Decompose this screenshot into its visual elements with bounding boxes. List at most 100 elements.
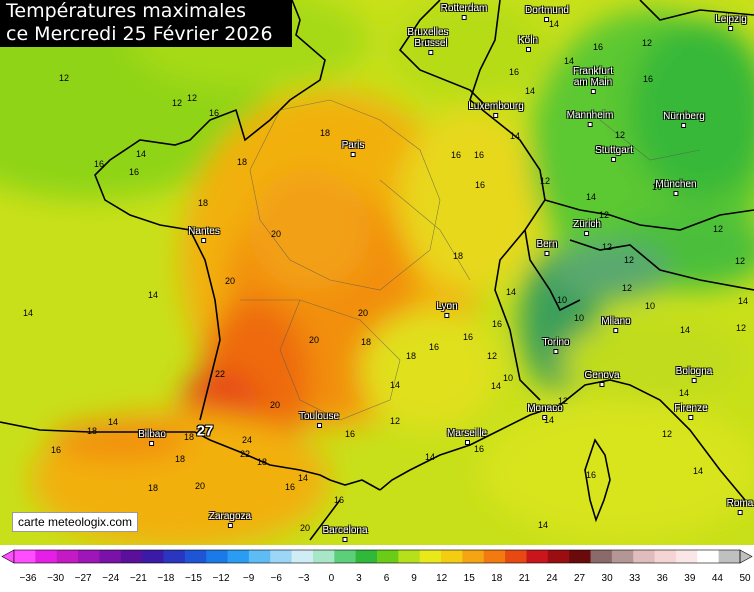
city-label: am Main (574, 77, 612, 94)
temperature-value: 10 (573, 313, 585, 323)
temperature-value: 12 (735, 323, 747, 333)
city-name: Monaco (527, 403, 563, 414)
city-name: Luxembourg (468, 101, 524, 112)
temperature-value: 14 (147, 290, 159, 300)
temperature-value: 14 (679, 325, 691, 335)
scale-swatch (547, 550, 570, 563)
city-dot (464, 440, 470, 445)
temperature-value: 14 (389, 380, 401, 390)
city-dot (350, 152, 356, 157)
city-dot (493, 113, 499, 118)
scale-swatch (248, 550, 271, 563)
city-dot (227, 523, 233, 528)
temperature-value: 12 (186, 93, 198, 103)
temperature-value: 14 (524, 86, 536, 96)
city-label: Roma (727, 498, 753, 515)
temperature-value: 16 (208, 108, 220, 118)
temperature-value: 16 (474, 180, 486, 190)
city-label: Marseille (447, 428, 487, 445)
temperature-value: 14 (135, 149, 147, 159)
city-name: Zaragoza (208, 511, 252, 522)
scale-swatch (398, 550, 421, 563)
scale-tick-label: 15 (463, 573, 475, 584)
temperature-value: 14 (563, 56, 575, 66)
scale-tick-label: 33 (629, 573, 641, 584)
city-label: München (655, 179, 697, 196)
scale-tick-label: −3 (298, 573, 310, 584)
scale-tick-label: 18 (491, 573, 503, 584)
scale-swatch (569, 550, 592, 563)
temperature-value: 18 (319, 128, 331, 138)
city-dot (542, 415, 548, 420)
scale-swatch (99, 550, 122, 563)
temperature-value: 18 (197, 198, 209, 208)
city-name: Bruxelles (407, 27, 449, 38)
city-dot (428, 50, 434, 55)
temperature-value: 22 (214, 369, 226, 379)
city-label: Bruxelles (407, 27, 449, 44)
scale-tick-label: 0 (328, 573, 335, 584)
city-name: Paris (341, 140, 365, 151)
temperature-value: 12 (734, 256, 746, 266)
city-label: Rotterdam (441, 3, 487, 20)
city-dot (525, 47, 531, 52)
city-name: Zürich (573, 219, 601, 230)
city-label: Luxembourg (468, 101, 524, 118)
scale-tick-label: 36 (656, 573, 668, 584)
scale-swatch (291, 550, 314, 563)
temperature-value: 14 (692, 466, 704, 476)
temperature-value: 14 (537, 520, 549, 530)
city-name: Toulouse (298, 411, 340, 422)
city-label: Lyon (436, 301, 458, 318)
city-name: am Main (573, 77, 613, 88)
scale-swatch (675, 550, 698, 563)
temperature-value: 12 (598, 210, 610, 220)
city-label: Mannheim (567, 110, 613, 127)
city-label: Stuttgart (595, 145, 633, 162)
scale-tick-label: 50 (739, 573, 751, 584)
city-label: Firenze (674, 403, 708, 420)
city-name: Brussel (414, 38, 448, 49)
temperature-value: 18 (236, 157, 248, 167)
temperature-value: 16 (642, 74, 654, 84)
scale-tick-label: 9 (411, 573, 417, 584)
city-dot (590, 89, 596, 94)
scale-tick-label: −6 (270, 573, 282, 584)
city-dot (590, 78, 596, 83)
city-label: Frankfurt (573, 66, 613, 83)
city-name: Milano (601, 316, 631, 327)
city-dot (673, 191, 679, 196)
temperature-value: 14 (424, 452, 436, 462)
city-dot (342, 537, 348, 542)
scale-arrow-left (1, 549, 15, 564)
temperature-value: 12 (171, 98, 183, 108)
scale-swatch (163, 550, 186, 563)
city-label: Torino (542, 337, 570, 354)
temperature-value: 10 (644, 301, 656, 311)
city-dot (691, 378, 697, 383)
city-label: Zaragoza (209, 511, 251, 528)
temperature-map: Températures maximales ce Mercredi 25 Fé… (0, 0, 754, 545)
temperature-value: 16 (491, 319, 503, 329)
city-dot (425, 39, 431, 44)
city-name: Köln (517, 35, 539, 46)
temperature-value: 12 (621, 283, 633, 293)
city-name: München (655, 179, 697, 190)
title-line-1: Températures maximales (6, 0, 246, 22)
scale-swatch (35, 550, 58, 563)
temperature-value: 20 (270, 229, 282, 239)
city-dot (681, 123, 687, 128)
temperature-value: 12 (539, 176, 551, 186)
city-name: Stuttgart (595, 145, 633, 156)
city-name: Frankfurt (572, 66, 614, 77)
temperature-value: 14 (505, 287, 517, 297)
city-dot (461, 15, 467, 20)
temperature-value: 22 (239, 449, 251, 459)
city-dot (316, 423, 322, 428)
temperature-value: 10 (556, 295, 568, 305)
temperature-value: 20 (357, 308, 369, 318)
scale-tick-label: 44 (711, 573, 723, 584)
city-dot (201, 238, 207, 243)
city-dot (613, 328, 619, 333)
city-name: Marseille (446, 428, 488, 439)
